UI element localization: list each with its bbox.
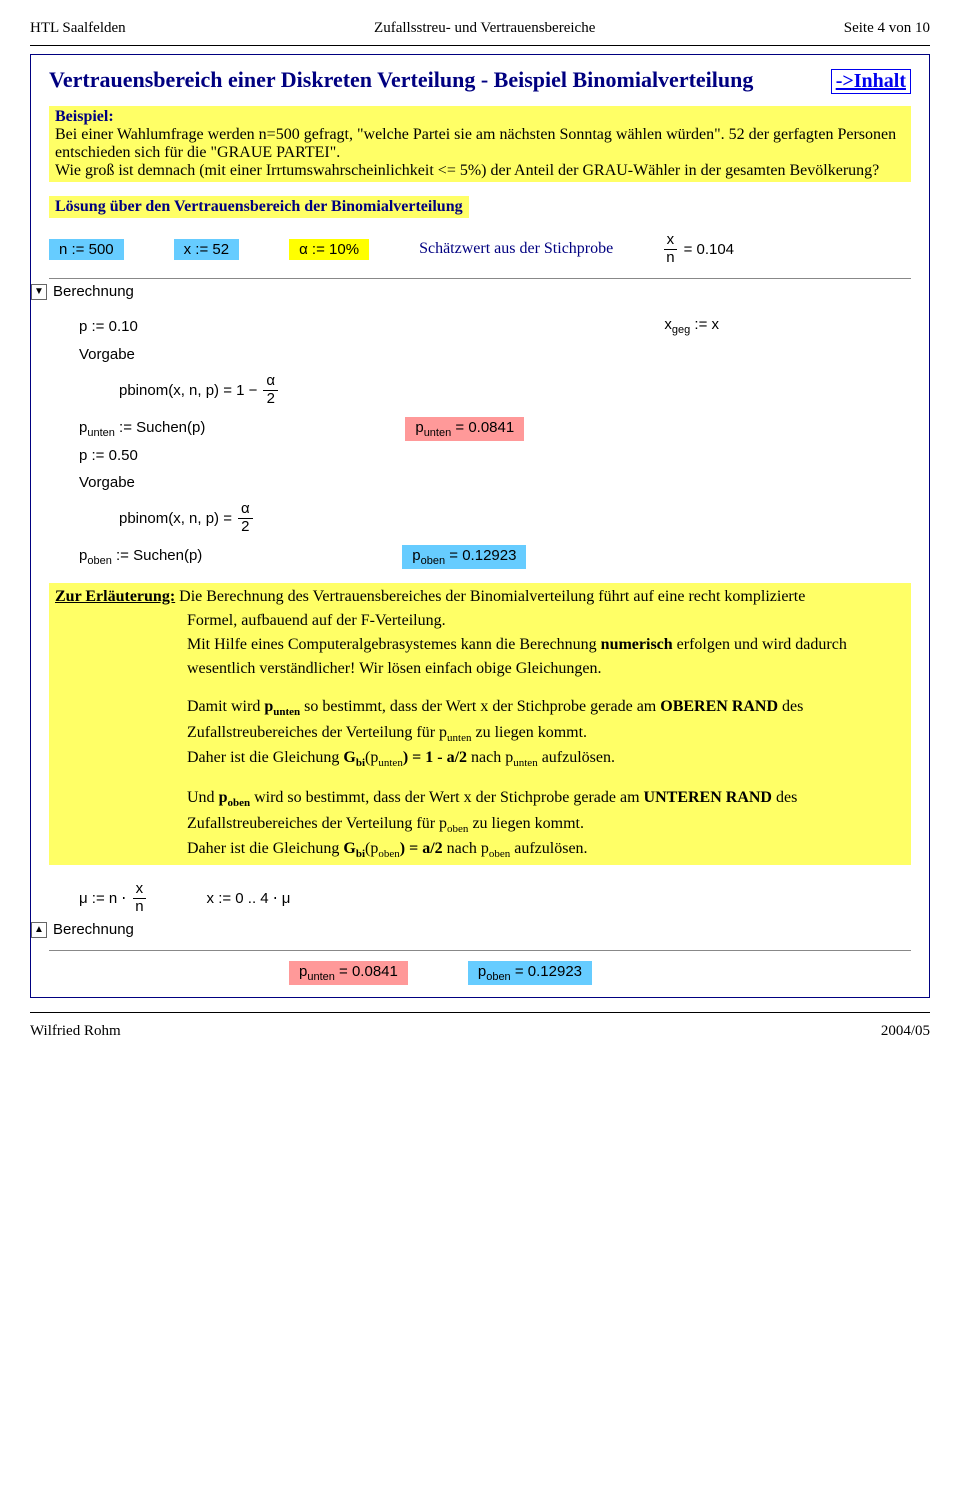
input-x: x := 52 <box>174 239 239 260</box>
header-left: HTL Saalfelden <box>30 20 126 37</box>
poben-result-2: poben = 0.12923 <box>468 961 592 985</box>
punten-result-1: punten = 0.0841 <box>405 417 524 441</box>
x-range: x := 0 .. 4 ⋅ μ <box>207 889 291 907</box>
example-box: Beispiel: Bei einer Wahlumfrage werden n… <box>49 106 911 182</box>
example-line2: Wie groß ist demnach (mit einer Irrtumsw… <box>55 162 905 180</box>
fold-down-icon[interactable]: ▼ <box>31 284 47 300</box>
mu-def: μ := n ⋅ xn <box>79 881 147 915</box>
header-divider <box>30 45 930 46</box>
fold-up-icon[interactable]: ▲ <box>31 922 47 938</box>
pbinom-eq-2: pbinom(x, n, p) = <box>119 510 232 527</box>
footer-left: Wilfried Rohm <box>30 1023 121 1040</box>
header-right: Seite 4 von 10 <box>844 20 930 37</box>
example-line1: Bei einer Wahlumfrage werden n=500 gefra… <box>55 126 905 162</box>
ratio-result: xn = 0.104 <box>663 232 734 266</box>
berechnung-label-2: Berechnung <box>53 921 134 938</box>
erl-title: Zur Erläuterung: <box>55 588 175 605</box>
input-n: n := 500 <box>49 239 124 260</box>
input-alpha: α := 10% <box>289 239 369 260</box>
inhalt-link[interactable]: ->Inhalt <box>831 69 911 94</box>
vorgabe-1: Vorgabe <box>79 346 911 363</box>
poben-result-1: poben = 0.12923 <box>402 545 526 569</box>
poben-def: poben := Suchen(p) <box>79 547 202 567</box>
solution-heading: Lösung über den Vertrauensbereich der Bi… <box>49 196 469 218</box>
p-init-2: p := 0.50 <box>79 447 911 464</box>
xgeg-def: xgeg := x <box>664 316 719 336</box>
page-title: Vertrauensbereich einer Diskreten Vertei… <box>49 67 753 93</box>
example-label: Beispiel: <box>55 108 905 126</box>
punten-def: punten := Suchen(p) <box>79 419 205 439</box>
punten-result-2: punten = 0.0841 <box>289 961 408 985</box>
calc-divider-bot <box>49 950 911 951</box>
page-header: HTL Saalfelden Zufallsstreu- und Vertrau… <box>30 20 930 37</box>
footer-right: 2004/05 <box>881 1023 930 1040</box>
footer-divider <box>30 1012 930 1013</box>
header-center: Zufallsstreu- und Vertrauensbereiche <box>374 20 595 37</box>
schaetzwert-label: Schätzwert aus der Stichprobe <box>419 240 613 258</box>
pbinom-eq-1: pbinom(x, n, p) = 1 − <box>119 382 257 399</box>
explanation-box: Zur Erläuterung: Die Berechnung des Vert… <box>49 583 911 865</box>
page-footer: Wilfried Rohm 2004/05 <box>30 1023 930 1040</box>
p-init-1: p := 0.10 <box>79 318 138 335</box>
vorgabe-2: Vorgabe <box>79 474 911 491</box>
calc-divider-top <box>49 278 911 279</box>
content-frame: Vertrauensbereich einer Diskreten Vertei… <box>30 54 930 998</box>
berechnung-label-1: Berechnung <box>53 283 134 300</box>
